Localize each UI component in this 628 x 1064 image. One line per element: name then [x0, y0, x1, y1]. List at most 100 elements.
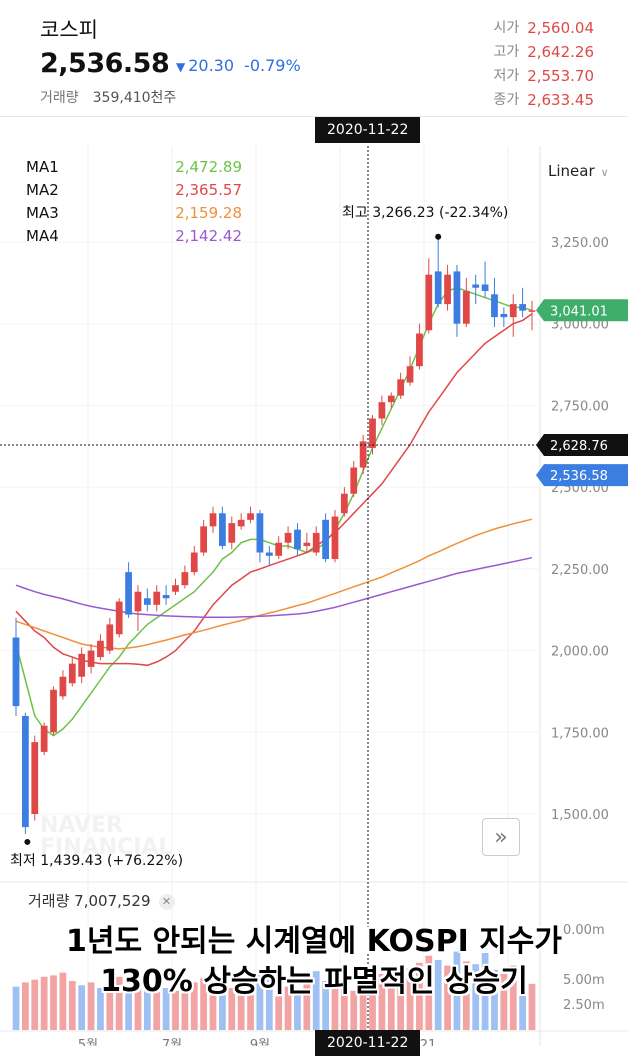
volume-bar — [519, 976, 526, 1030]
volume-bar — [500, 974, 508, 1030]
volume-bar — [275, 996, 283, 1030]
volume-bar — [106, 979, 114, 1030]
volume-bar — [125, 986, 132, 1030]
candle-body — [387, 395, 395, 403]
ma-row-2: MA2 2,365.57 — [26, 179, 242, 202]
candle-body — [397, 379, 405, 396]
volume-bar — [209, 986, 217, 1030]
candle-body — [406, 366, 414, 383]
x-axis-label: 9월 — [250, 1038, 270, 1046]
volume-bar — [331, 983, 339, 1030]
ma-line-ma2 — [15, 313, 533, 667]
volume-bar — [444, 965, 451, 1030]
scroll-latest-button[interactable]: » — [482, 818, 520, 856]
y-tick-label: 2,000.00 — [551, 645, 609, 660]
volume-bar — [181, 985, 189, 1030]
price-tag — [536, 434, 628, 457]
volume-bar — [256, 975, 264, 1030]
volume-bar — [434, 960, 442, 1030]
ohlc-open: 시가 2,560.04 — [493, 16, 594, 40]
candle-body — [294, 529, 301, 550]
volume-bar — [462, 961, 470, 1030]
candle-body — [162, 595, 170, 599]
volume-bar — [472, 964, 480, 1030]
current-price: 2,536.58 — [40, 48, 170, 79]
scale-selector[interactable]: Linear ∨ — [548, 162, 609, 180]
candle-body — [97, 640, 104, 658]
volume-bar — [425, 955, 433, 1030]
volume-bar — [22, 982, 29, 1030]
candle-body — [378, 402, 386, 419]
volume-bar — [397, 982, 405, 1030]
ma-label: MA1 — [26, 158, 59, 176]
candle-body — [481, 284, 489, 292]
candle-body — [68, 663, 76, 684]
candle-body — [228, 523, 236, 543]
volume-bar — [509, 965, 517, 1030]
ma-value: 2,365.57 — [175, 181, 242, 199]
volume-bar — [87, 982, 95, 1030]
volume-bar — [284, 986, 292, 1030]
watermark: NAVER FINANCIAL — [40, 815, 172, 859]
candle-body — [153, 591, 161, 605]
volume-bar — [416, 962, 423, 1030]
ohlc-panel: 시가 2,560.04 고가 2,642.26 저가 2,553.70 종가 2,633… — [493, 16, 594, 112]
candle-body — [87, 650, 95, 667]
volume-summary: 거래량 7,007,529 — [28, 892, 151, 910]
volume-bar — [387, 975, 395, 1030]
volume-bar — [172, 990, 179, 1030]
price-tag — [536, 299, 628, 322]
volume-bar — [491, 969, 498, 1030]
volume-bar — [312, 971, 320, 1030]
volume-bar — [31, 979, 39, 1030]
candle-body — [200, 526, 208, 553]
y-tick-label: 1,750.00 — [551, 726, 609, 741]
candle-body — [134, 591, 142, 612]
volume-bar — [162, 988, 170, 1030]
ohlc-label: 종가 — [493, 92, 520, 108]
candle-body — [434, 271, 442, 305]
watermark-line: FINANCIAL — [40, 835, 173, 860]
close-icon[interactable]: ✕ — [158, 894, 175, 910]
volume-bar — [265, 979, 273, 1030]
header-divider — [0, 116, 628, 117]
candle-body — [78, 653, 86, 677]
candle-body — [509, 304, 517, 318]
volume-bar — [68, 981, 76, 1030]
volume-bar — [228, 988, 236, 1030]
candle-body — [181, 572, 189, 586]
volume-bar — [453, 951, 461, 1030]
candle-body — [59, 676, 67, 697]
y-tick-label: 3,250.00 — [551, 236, 609, 251]
candle-body — [416, 333, 423, 367]
volume-bar — [481, 953, 489, 1030]
candlestick-chart[interactable]: 3,250.003,000.002,750.002,500.002,250.00… — [0, 146, 628, 1046]
ohlc-label: 저가 — [493, 68, 520, 84]
low-annotation: 최저 1,439.43 (+76.22%) — [10, 853, 184, 869]
volume-bar — [303, 976, 311, 1030]
candle-body — [500, 313, 508, 318]
candle-body — [115, 601, 123, 635]
x-axis-label: 5월 — [78, 1038, 98, 1046]
ohlc-value: 2,553.70 — [527, 67, 594, 85]
ohlc-close: 종가 2,633.45 — [493, 88, 594, 112]
low-marker — [24, 838, 31, 845]
candle-body — [106, 624, 114, 651]
volume-bar — [247, 981, 254, 1030]
caption-overlay: 1년도 안되는 시계열에 KOSPI 지수가 130% 상승하는 파멸적인 상승… — [0, 922, 628, 1002]
crosshair-date-bottom: 2020-11-22 — [315, 1030, 421, 1056]
watermark-line: NAVER — [40, 813, 123, 838]
candle-body — [340, 493, 348, 514]
volume-axis-label: 2.50m — [563, 998, 605, 1013]
price-tag — [536, 464, 628, 487]
volume-bar — [59, 972, 67, 1030]
price-tag-label: 2,536.58 — [550, 469, 608, 484]
volume-bar — [190, 982, 198, 1030]
down-arrow-icon: ▼ — [176, 60, 186, 74]
volume-bar — [143, 983, 151, 1030]
ohlc-low: 저가 2,553.70 — [493, 64, 594, 88]
candle-body — [472, 284, 480, 288]
candle-body — [284, 532, 292, 543]
volume-bar — [78, 985, 86, 1030]
price-change: ▼ 20.30 -0.79% — [176, 56, 301, 75]
